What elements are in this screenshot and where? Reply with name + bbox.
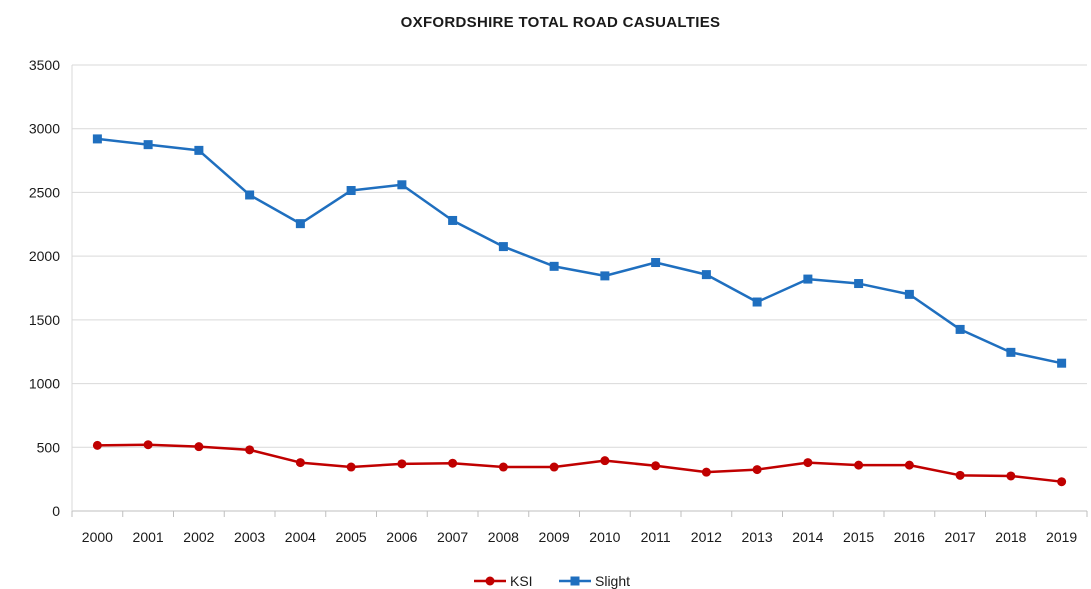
data-point-slight	[803, 274, 813, 284]
data-point-slight	[194, 145, 204, 155]
x-tick-label: 2013	[742, 529, 773, 545]
data-point-ksi	[701, 467, 711, 477]
data-point-slight	[600, 271, 610, 281]
data-point-slight	[1057, 358, 1067, 368]
data-point-ksi	[752, 465, 762, 475]
legend-marker-slight	[570, 576, 580, 586]
y-tick-label: 2500	[29, 184, 60, 200]
x-tick-label: 2000	[82, 529, 113, 545]
x-tick-label: 2015	[843, 529, 874, 545]
data-point-ksi	[1006, 471, 1016, 481]
data-point-slight	[904, 289, 914, 299]
x-tick-label: 2009	[539, 529, 570, 545]
x-tick-label: 2008	[488, 529, 519, 545]
data-point-slight	[346, 186, 356, 196]
y-tick-label: 1500	[29, 312, 60, 328]
x-tick-label: 2017	[945, 529, 976, 545]
y-tick-label: 2000	[29, 248, 60, 264]
data-point-ksi	[245, 445, 255, 455]
data-point-ksi	[904, 460, 914, 470]
x-tick-label: 2005	[336, 529, 367, 545]
x-tick-label: 2016	[894, 529, 925, 545]
data-point-ksi	[955, 470, 965, 480]
data-point-slight	[397, 180, 407, 190]
data-point-slight	[245, 190, 255, 200]
series-line-slight	[97, 137, 1062, 365]
data-point-ksi	[651, 461, 661, 471]
data-point-slight	[498, 242, 508, 252]
y-tick-label: 500	[37, 439, 61, 455]
x-tick-label: 2011	[641, 529, 671, 545]
data-point-slight	[651, 258, 661, 268]
data-point-ksi	[346, 462, 356, 472]
x-tick-label: 2004	[285, 529, 316, 545]
data-point-slight	[955, 324, 965, 334]
x-tick-label: 2006	[386, 529, 417, 545]
data-point-ksi	[92, 440, 102, 450]
data-point-slight	[854, 279, 864, 289]
chart-title: OXFORDSHIRE TOTAL ROAD CASUALTIES	[400, 14, 721, 31]
x-tick-label: 2019	[1046, 529, 1077, 545]
data-point-ksi	[397, 459, 407, 469]
y-tick-label: 3500	[29, 57, 60, 73]
y-tick-label: 1000	[29, 376, 60, 392]
data-point-ksi	[600, 456, 610, 466]
data-point-ksi	[143, 440, 153, 450]
data-point-slight	[143, 140, 153, 150]
data-point-ksi	[498, 462, 508, 472]
series-line-ksi	[97, 443, 1062, 483]
data-point-ksi	[194, 442, 204, 452]
data-point-ksi	[803, 458, 813, 468]
data-point-slight	[549, 261, 559, 271]
axis-layer: 0 500 1000 1500 2000 2500 3000 3500 2000 2001 2002…	[29, 57, 1088, 545]
x-tick-label: 2010	[589, 529, 620, 545]
data-point-slight	[701, 270, 711, 280]
x-tick-label: 2002	[183, 529, 214, 545]
grid-layer	[72, 64, 1087, 448]
x-tick-label: 2003	[234, 529, 265, 545]
data-point-slight	[92, 134, 102, 144]
x-tick-label: 2007	[437, 529, 468, 545]
legend-label-slight: Slight	[595, 573, 630, 589]
legend-layer: KSI Slight	[474, 573, 630, 589]
data-point-ksi	[1057, 477, 1067, 487]
data-point-ksi	[854, 460, 864, 470]
data-point-slight	[295, 219, 305, 229]
y-tick-label: 0	[52, 503, 60, 519]
x-tick-label: 2018	[995, 529, 1026, 545]
data-point-slight	[448, 215, 458, 225]
data-point-ksi	[448, 458, 458, 468]
x-tick-label: 2001	[133, 529, 164, 545]
legend-label-ksi: KSI	[510, 573, 533, 589]
x-tick-label: 2014	[792, 529, 823, 545]
data-point-slight	[1006, 347, 1016, 357]
data-point-ksi	[295, 458, 305, 468]
data-point-slight	[752, 297, 762, 307]
x-tick-label: 2012	[691, 529, 722, 545]
data-point-ksi	[549, 462, 559, 472]
y-tick-label: 3000	[29, 121, 60, 137]
series-layer	[92, 134, 1067, 487]
legend-marker-ksi	[485, 576, 495, 586]
